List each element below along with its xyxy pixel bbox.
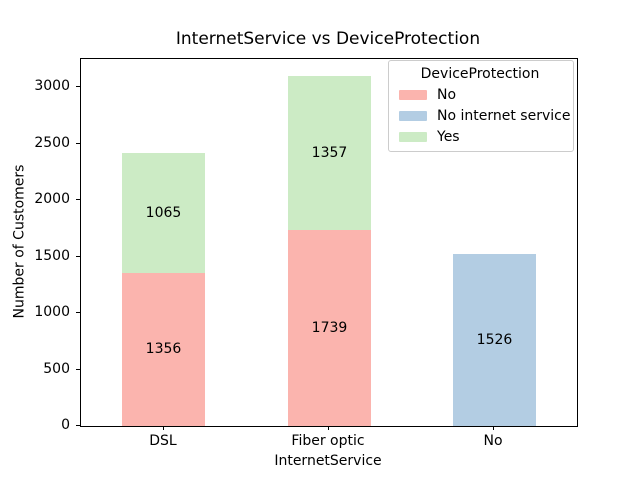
legend-entry: Yes [395, 126, 565, 147]
x-axis-label: InternetService [274, 453, 382, 469]
y-tick [76, 86, 80, 87]
y-tick-label: 1000 [34, 304, 70, 320]
legend: DeviceProtection No No internet service Ye… [388, 60, 574, 152]
y-tick [76, 143, 80, 144]
chart-title: InternetService vs DeviceProtection [175, 29, 481, 49]
legend-entry: No internet service [395, 105, 570, 126]
bar-value-label: 1065 [145, 204, 182, 221]
y-tick [76, 425, 80, 426]
x-tick-label: Fiber optic [291, 433, 365, 449]
bar-segment-DSL-Yes [122, 152, 205, 273]
x-tick-label: No [483, 433, 503, 449]
legend-entry: No [395, 84, 565, 105]
y-tick-label: 1500 [34, 248, 70, 264]
bar-value-label: 1526 [476, 331, 513, 348]
legend-entry-label: No internet service [437, 107, 571, 124]
y-tick-label: 0 [61, 417, 70, 433]
y-tick-label: 2000 [34, 191, 70, 207]
bar-value-label: 1739 [311, 319, 348, 336]
legend-title: DeviceProtection [420, 66, 540, 82]
legend-entries: No No internet service Yes [395, 84, 570, 147]
y-tick-label: 2500 [34, 135, 70, 151]
y-tick [76, 369, 80, 370]
y-tick [76, 256, 80, 257]
y-tick [76, 312, 80, 313]
legend-entry-label: Yes [437, 128, 460, 145]
x-tick [328, 426, 329, 430]
legend-entry-label: No [437, 86, 457, 103]
bar-segment-Fiber optic-No [288, 229, 371, 426]
legend-swatch-No internet service [399, 110, 427, 121]
y-tick [76, 199, 80, 200]
x-tick [163, 426, 164, 430]
bar-segment-Fiber optic-Yes [288, 76, 371, 230]
y-tick-label: 500 [43, 361, 70, 377]
x-tick-label: DSL [149, 433, 177, 449]
bar-segment-No-No internet service [453, 253, 536, 426]
y-tick-label: 3000 [34, 78, 70, 94]
bar-value-label: 1357 [311, 145, 348, 161]
bar-segment-DSL-No [122, 272, 205, 426]
bar-value-label: 1356 [145, 341, 182, 358]
x-tick [493, 426, 494, 430]
legend-swatch-No [399, 89, 427, 100]
legend-swatch-Yes [399, 131, 427, 142]
